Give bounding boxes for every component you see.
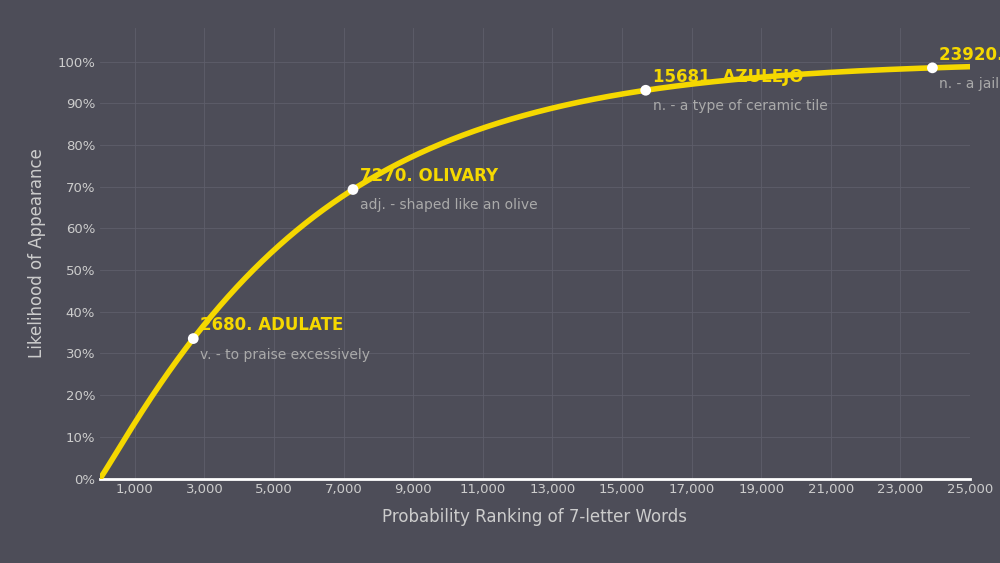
Text: 7270. OLIVARY: 7270. OLIVARY [360,167,498,185]
Text: n. - a jail: n. - a jail [939,77,1000,91]
Text: 15681. AZULEJO: 15681. AZULEJO [653,68,803,86]
Text: 2680. ADULATE: 2680. ADULATE [200,316,344,334]
Point [924,63,940,72]
X-axis label: Probability Ranking of 7-letter Words: Probability Ranking of 7-letter Words [382,507,688,525]
Text: v. - to praise excessively: v. - to praise excessively [200,347,370,361]
Point [345,185,361,194]
Point [638,86,654,95]
Text: n. - a type of ceramic tile: n. - a type of ceramic tile [653,99,827,113]
Y-axis label: Likelihood of Appearance: Likelihood of Appearance [28,149,46,358]
Text: 23920. HOOSGOW: 23920. HOOSGOW [939,46,1000,64]
Text: adj. - shaped like an olive: adj. - shaped like an olive [360,198,538,212]
Point [185,334,201,343]
